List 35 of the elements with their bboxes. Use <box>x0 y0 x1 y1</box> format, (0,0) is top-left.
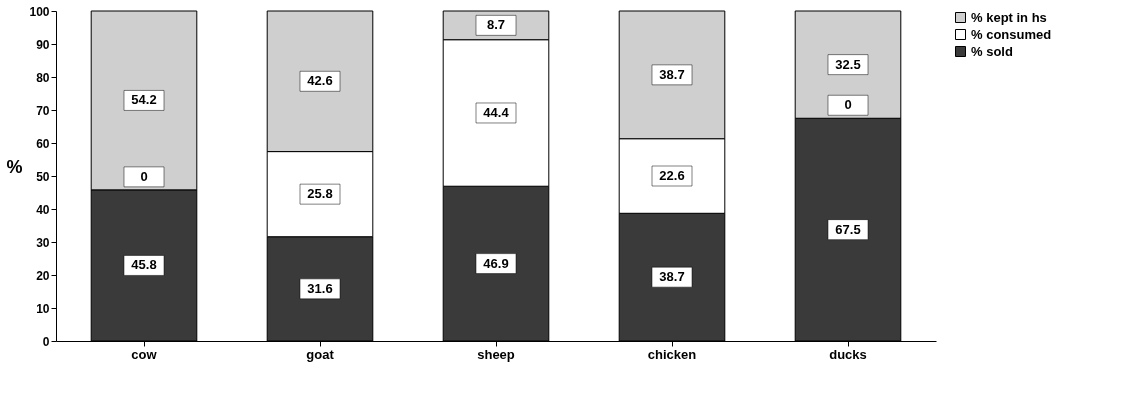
data-label: 46.9 <box>483 255 509 271</box>
y-tick-label: 50 <box>36 169 50 184</box>
x-tick-label: sheep <box>477 346 515 362</box>
legend-label: % consumed <box>971 26 1052 42</box>
data-label: 38.7 <box>659 66 685 82</box>
y-tick-label: 70 <box>36 103 50 118</box>
annotation: 0 <box>140 168 148 184</box>
data-label: 22.6 <box>659 168 685 183</box>
y-tick-label: 60 <box>36 136 50 151</box>
data-label: 8.7 <box>486 17 506 33</box>
x-tick-label: cow <box>131 346 158 362</box>
y-tick-label: 40 <box>36 202 50 217</box>
data-label: 38.7 <box>659 269 685 285</box>
data-label: 44.4 <box>483 104 510 120</box>
data-label: 25.8 <box>307 186 333 202</box>
y-tick-label: 30 <box>36 235 50 250</box>
legend-label: % sold <box>971 43 1013 59</box>
data-label: 32.5 <box>835 56 861 72</box>
annotation: 0 <box>844 97 852 113</box>
x-tick-label: ducks <box>829 346 867 362</box>
x-tick-label: chicken <box>647 346 697 362</box>
data-label: 42.6 <box>307 73 333 89</box>
data-label: 45.8 <box>131 257 157 273</box>
x-tick-label: goat <box>306 346 335 362</box>
y-tick-label: 0 <box>42 334 50 349</box>
y-tick-label: 100 <box>29 4 50 19</box>
data-label: 54.2 <box>131 92 157 108</box>
y-tick-label: 90 <box>36 37 50 52</box>
data-label: 31.6 <box>307 280 333 296</box>
y-tick-label: 20 <box>36 268 50 283</box>
data-label: 67.5 <box>835 221 861 237</box>
y-tick-label: 10 <box>36 301 50 316</box>
y-axis-title: % <box>6 156 23 177</box>
legend-label: % kept in hs <box>971 9 1047 25</box>
y-tick-label: 80 <box>36 70 50 85</box>
